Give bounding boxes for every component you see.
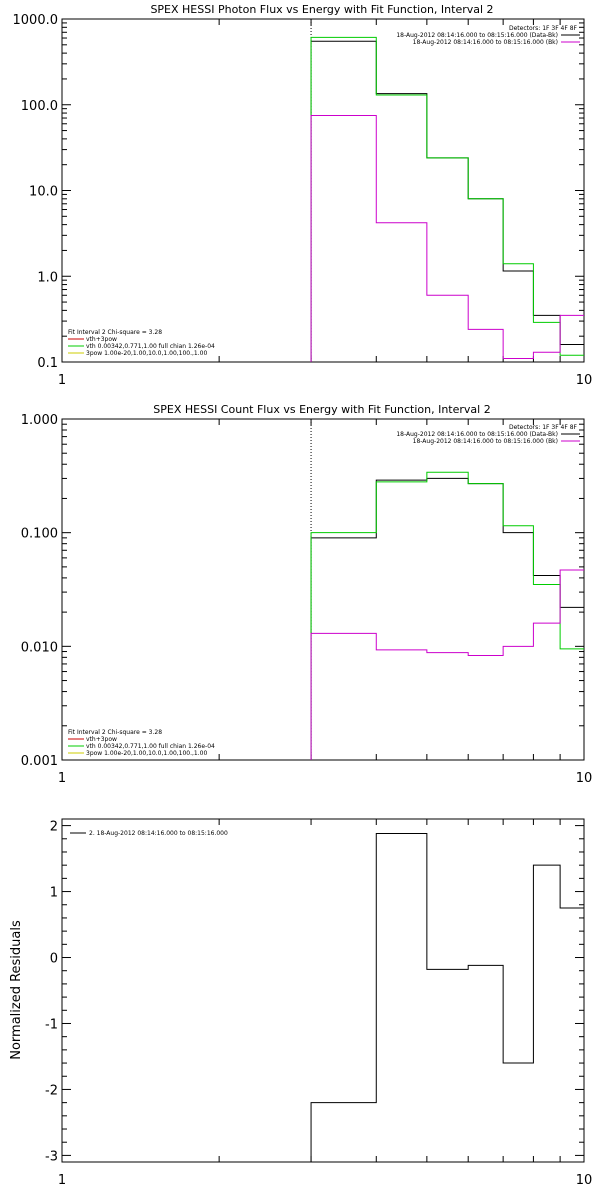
count-flux-fit-header: Fit Interval 2 Chi-square = 3.28	[68, 729, 162, 736]
photon-flux-panel: SPEX HESSI Photon Flux vs Energy with Fi…	[13, 3, 593, 388]
residuals-legend: 2. 18-Aug-2012 08:14:16.000 to 08:15:16.…	[70, 830, 228, 837]
photon-flux-ytick-label: 10.0	[29, 185, 58, 200]
residuals-series-0-line	[310, 833, 584, 1162]
count-flux-fit-entry-total: vth+3pow	[86, 736, 117, 743]
residuals-ytick-label: 2	[50, 820, 58, 835]
photon-flux-legend-entry-data: 18-Aug-2012 08:14:16.000 to 08:15:16.000…	[396, 32, 558, 39]
count-flux-legend-entry-bk: 18-Aug-2012 08:14:16.000 to 08:15:16.000…	[413, 438, 558, 445]
count-flux-plot-frame	[61, 418, 585, 761]
residuals-y-axis: 2 1 0 -1 -2 -3	[45, 820, 584, 1164]
residuals-ytick-label: 0	[50, 952, 58, 967]
photon-flux-y-axis: 1000.0 100.0 10.0 1.0 0.1	[13, 13, 584, 371]
count-flux-x-axis: 1 10	[58, 419, 592, 786]
photon-flux-xtick-label-10: 10	[576, 373, 593, 388]
photon-flux-series-1-line	[310, 36, 584, 362]
count-flux-fit-entry-3pow: 3pow 1.00e-20,1.00,10.0,1.00,100.,1.00	[86, 750, 207, 757]
residuals-ytick-label: -2	[45, 1083, 58, 1098]
residuals-ytick-label: -1	[45, 1017, 58, 1032]
count-flux-legend-header: Detectors: 1F 3F 4F 8F	[509, 424, 578, 431]
residuals-xtick-label-10: 10	[576, 1173, 593, 1188]
photon-flux-series	[310, 19, 584, 362]
photon-flux-series-2-line	[310, 114, 584, 362]
residuals-ylabel: Normalized Residuals	[9, 920, 24, 1060]
photon-flux-ytick-label: 1.0	[37, 270, 58, 285]
photon-flux-xtick-label-1: 1	[58, 373, 66, 388]
photon-flux-legend-fit: Fit Interval 2 Chi-square = 3.28 vth+3po…	[68, 329, 215, 357]
residuals-x-axis: 1 10	[58, 819, 592, 1188]
count-flux-legend-detectors: Detectors: 1F 3F 4F 8F 18-Aug-2012 08:14…	[396, 424, 580, 445]
count-flux-legend-entry-data: 18-Aug-2012 08:14:16.000 to 08:15:16.000…	[396, 431, 558, 438]
count-flux-panel: SPEX HESSI Count Flux vs Energy with Fit…	[21, 403, 592, 786]
count-flux-ytick-label: 0.001	[21, 754, 58, 769]
photon-flux-legend-header: Detectors: 1F 3F 4F 8F	[509, 25, 578, 32]
residuals-panel: Normalized Residuals 210-1-2-3 1 10 2. 1…	[9, 818, 592, 1188]
residuals-series	[310, 833, 584, 1162]
count-flux-xtick-label-1: 1	[58, 771, 66, 786]
photon-flux-ytick-label: 1000.0	[13, 13, 59, 28]
residuals-legend-entry: 2. 18-Aug-2012 08:14:16.000 to 08:15:16.…	[89, 830, 228, 837]
photon-flux-ytick-label: 0.1	[37, 356, 58, 371]
count-flux-title: SPEX HESSI Count Flux vs Energy with Fit…	[153, 403, 490, 416]
photon-flux-title: SPEX HESSI Photon Flux vs Energy with Fi…	[150, 3, 493, 16]
residuals-plot-frame	[61, 818, 585, 1163]
count-flux-ytick-label: 1.000	[21, 413, 58, 428]
photon-flux-fit-entry-vth: vth 0.00342,0.771,1.00 full chian 1.26e-…	[86, 343, 215, 350]
residuals-ytick-label: -3	[45, 1149, 58, 1164]
photon-flux-fit-header: Fit Interval 2 Chi-square = 3.28	[68, 329, 162, 336]
count-flux-fit-entry-vth: vth 0.00342,0.771,1.00 full chian 1.26e-…	[86, 743, 215, 750]
photon-flux-fit-entry-3pow: 3pow 1.00e-20,1.00,10.0,1.00,100.,1.00	[86, 350, 207, 357]
residuals-ytick-label: 1	[50, 886, 58, 901]
photon-flux-x-axis: 1 10	[58, 19, 592, 388]
count-flux-series-2-line	[310, 569, 584, 760]
photon-flux-ytick-label: 100.0	[21, 99, 58, 114]
count-flux-ytick-label: 0.100	[21, 527, 58, 542]
count-flux-series	[310, 419, 584, 760]
count-flux-ytick-label: 0.010	[21, 640, 58, 655]
count-flux-y-axis: 1.000 0.100 0.010 0.001	[21, 413, 584, 769]
count-flux-xtick-label-10: 10	[576, 771, 593, 786]
photon-flux-legend-entry-bk: 18-Aug-2012 08:14:16.000 to 08:15:16.000…	[413, 39, 558, 46]
count-flux-series-1-line	[310, 471, 584, 760]
residuals-xtick-label-1: 1	[58, 1173, 66, 1188]
photon-flux-fit-entry-total: vth+3pow	[86, 336, 117, 343]
count-flux-legend-fit: Fit Interval 2 Chi-square = 3.28 vth+3po…	[68, 729, 215, 757]
photon-flux-legend-detectors: Detectors: 1F 3F 4F 8F 18-Aug-2012 08:14…	[396, 25, 580, 46]
